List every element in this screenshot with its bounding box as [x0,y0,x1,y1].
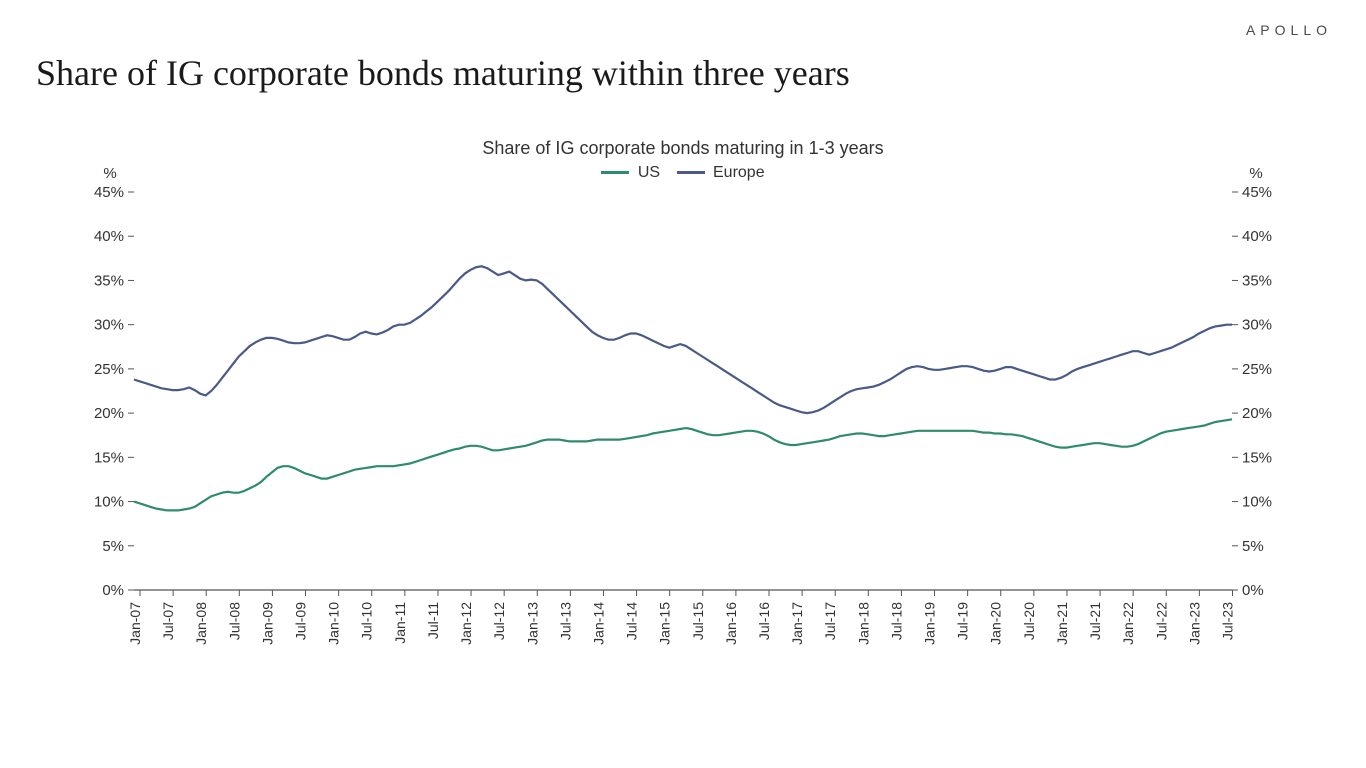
svg-text:Jul-12: Jul-12 [491,602,507,640]
svg-text:30%: 30% [1242,317,1272,334]
svg-text:Jan-07: Jan-07 [127,602,143,645]
svg-text:45%: 45% [94,184,124,201]
svg-text:Jul-19: Jul-19 [955,602,971,640]
svg-text:Jul-10: Jul-10 [359,602,375,640]
svg-text:15%: 15% [1242,449,1272,466]
svg-text:20%: 20% [1242,405,1272,422]
svg-text:Jul-07: Jul-07 [160,602,176,640]
svg-text:Jul-21: Jul-21 [1087,602,1103,640]
svg-text:Jul-17: Jul-17 [822,602,838,640]
svg-text:Jul-11: Jul-11 [425,602,441,639]
svg-text:Jan-21: Jan-21 [1054,602,1070,645]
svg-text:Jul-16: Jul-16 [756,602,772,640]
svg-text:45%: 45% [1242,184,1272,201]
svg-text:Jan-12: Jan-12 [458,602,474,645]
svg-text:%: % [103,165,116,182]
svg-text:Jan-16: Jan-16 [723,602,739,645]
svg-text:Jan-19: Jan-19 [922,602,938,645]
svg-text:Jan-15: Jan-15 [657,602,673,645]
svg-text:30%: 30% [94,317,124,334]
page-title: Share of IG corporate bonds maturing wit… [36,52,850,94]
svg-text:40%: 40% [1242,228,1272,245]
svg-text:%: % [1249,165,1262,182]
brand-logo: APOLLO [1246,22,1332,38]
svg-text:Jul-22: Jul-22 [1153,602,1169,640]
svg-text:0%: 0% [102,582,124,599]
svg-text:Jul-15: Jul-15 [690,602,706,640]
svg-text:Jul-23: Jul-23 [1219,602,1235,640]
svg-text:Jan-08: Jan-08 [193,602,209,645]
svg-text:Jan-09: Jan-09 [259,602,275,645]
svg-text:Jan-23: Jan-23 [1186,602,1202,645]
svg-text:Jul-13: Jul-13 [557,602,573,640]
svg-text:40%: 40% [94,228,124,245]
svg-text:Jul-09: Jul-09 [293,602,309,640]
svg-text:25%: 25% [94,361,124,378]
chart-container: Share of IG corporate bonds maturing in … [60,130,1306,690]
series-line-us [134,419,1232,510]
svg-text:Jan-17: Jan-17 [789,602,805,645]
chart-svg: 0% 0% 5% 5% 10% 10% 15% 15% 20% 20% 25% 25% 30% 30% 35… [60,130,1306,690]
series-line-europe [134,266,1232,413]
svg-text:Jan-14: Jan-14 [590,602,606,645]
svg-text:25%: 25% [1242,361,1272,378]
svg-text:35%: 35% [1242,272,1272,289]
svg-text:Jul-20: Jul-20 [1021,602,1037,640]
svg-text:35%: 35% [94,272,124,289]
svg-text:10%: 10% [1242,494,1272,511]
svg-text:0%: 0% [1242,582,1264,599]
svg-text:Jul-14: Jul-14 [624,602,640,640]
svg-text:Jan-13: Jan-13 [524,602,540,645]
svg-text:Jan-10: Jan-10 [326,602,342,645]
svg-text:Jul-18: Jul-18 [888,602,904,640]
svg-text:Jul-08: Jul-08 [226,602,242,640]
svg-text:5%: 5% [1242,538,1264,555]
svg-text:Jan-18: Jan-18 [855,602,871,645]
svg-text:20%: 20% [94,405,124,422]
svg-text:Jan-22: Jan-22 [1120,602,1136,645]
svg-text:Jan-11: Jan-11 [392,602,408,644]
svg-text:10%: 10% [94,494,124,511]
svg-text:5%: 5% [102,538,124,555]
svg-text:15%: 15% [94,449,124,466]
svg-text:Jan-20: Jan-20 [988,602,1004,645]
